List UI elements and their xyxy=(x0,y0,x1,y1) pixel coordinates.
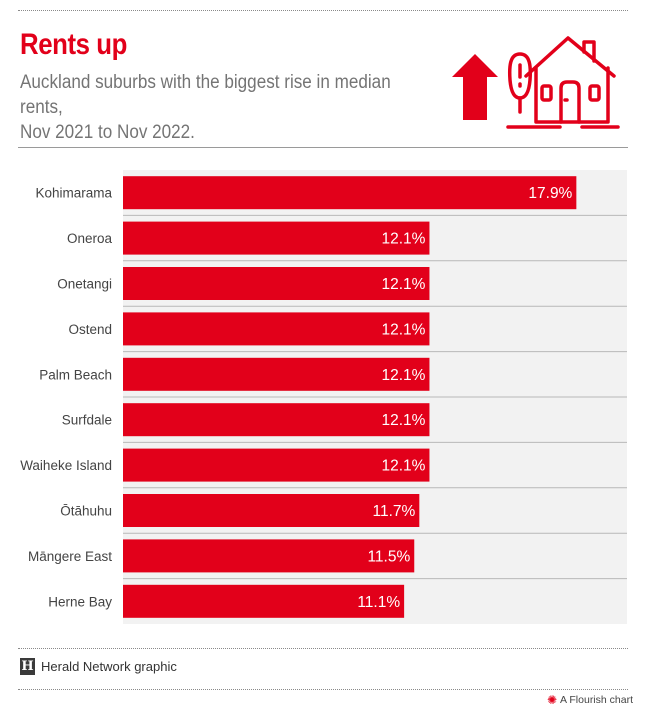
category-label: Palm Beach xyxy=(39,367,112,382)
subtitle-line-2: Nov 2021 to Nov 2022. xyxy=(20,122,195,143)
bar xyxy=(123,267,430,300)
value-label: 12.1% xyxy=(381,458,425,475)
bar xyxy=(123,494,420,527)
category-label: Surfdale xyxy=(62,413,112,428)
value-label: 12.1% xyxy=(381,231,425,248)
value-label: 11.1% xyxy=(357,594,400,611)
bar xyxy=(123,403,430,437)
value-label: 12.1% xyxy=(381,367,425,384)
value-label: 12.1% xyxy=(381,276,425,293)
bar xyxy=(123,448,430,482)
top-divider xyxy=(18,10,628,11)
credit-text: Herald Network graphic xyxy=(41,658,177,674)
value-label: 17.9% xyxy=(528,185,572,202)
category-label: Ōtāhuhu xyxy=(60,504,112,519)
category-label: Māngere East xyxy=(28,549,112,564)
category-label: Oneroa xyxy=(67,231,113,246)
bars xyxy=(123,176,577,618)
tree-icon xyxy=(507,52,533,114)
value-labels: 17.9% 12.1% 12.1% 12.1% 12.1% 12.1% 12.1% 11.7%… xyxy=(357,185,572,611)
flourish-link[interactable]: ✺ A Flourish chart xyxy=(547,694,633,706)
footer-divider xyxy=(18,648,628,649)
bar xyxy=(123,357,430,391)
category-label: Onetangi xyxy=(57,277,112,292)
bar xyxy=(123,312,430,346)
bar xyxy=(123,176,577,210)
page-subtitle: Auckland suburbs with the biggest rise i… xyxy=(20,70,407,145)
value-label: 11.7% xyxy=(373,503,416,520)
flourish-logo-icon: ✺ xyxy=(546,693,558,707)
up-arrow-icon xyxy=(452,54,498,120)
category-label: Herne Bay xyxy=(48,594,112,609)
bar xyxy=(123,584,405,618)
value-label: 12.1% xyxy=(381,412,425,429)
header-graphic xyxy=(452,36,620,129)
row-dividers xyxy=(123,214,627,580)
category-label: Ostend xyxy=(68,322,112,337)
flourish-label: A Flourish chart xyxy=(560,694,633,706)
category-labels: Kohimarama Oneroa Onetangi Ostend Palm Beach… xyxy=(20,186,112,610)
bar xyxy=(123,221,430,255)
bar xyxy=(123,539,415,573)
subtitle-line-1: Auckland suburbs with the biggest rise i… xyxy=(20,72,391,118)
header-divider xyxy=(18,147,628,148)
footer-credit: H Herald Network graphic xyxy=(20,656,177,676)
value-label: 11.5% xyxy=(367,548,410,565)
herald-logo-icon: H xyxy=(20,657,35,675)
value-label: 12.1% xyxy=(381,321,425,338)
house-icon xyxy=(506,36,620,129)
category-label: Kohimarama xyxy=(35,186,112,201)
page-title: Rents up xyxy=(20,28,127,61)
bottom-divider xyxy=(18,689,628,690)
category-label: Waiheke Island xyxy=(20,458,112,473)
